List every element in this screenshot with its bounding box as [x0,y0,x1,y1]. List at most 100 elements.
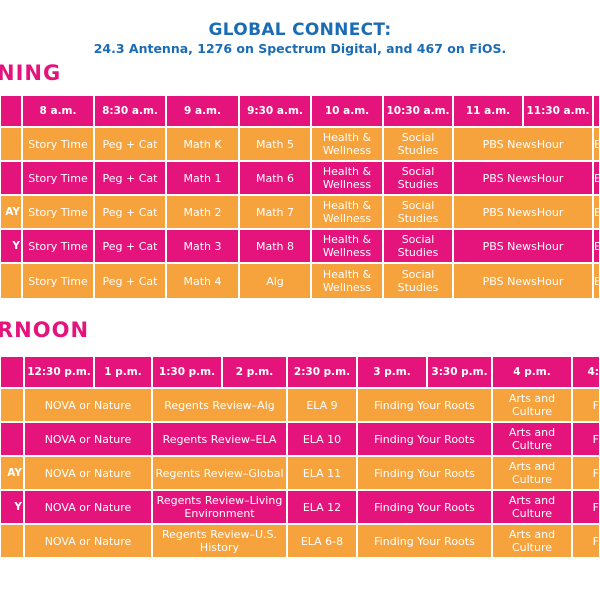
program-cell: Story Time [22,161,94,195]
program-cell: Health & Wellness [311,263,383,299]
day-label [0,127,22,161]
program-cell: Health & Wellness [311,195,383,229]
program-cell: NOVA or Nature [24,524,152,558]
program-cell-partial: F [572,456,600,490]
day-label [0,388,24,422]
program-cell-partial: F [572,524,600,558]
program-cell-partial: F [572,490,600,524]
page-title: GLOBAL CONNECT: [208,20,392,40]
program-cell-partial: E [593,161,600,195]
program-cell: Math 6 [239,161,311,195]
program-cell-partial: E [593,229,600,263]
program-cell: Social Studies [383,195,453,229]
program-cell: Finding Your Roots [357,456,492,490]
program-cell: Arts and Culture [492,490,572,524]
program-cell: ELA 6-8 [287,524,357,558]
program-cell: ELA 9 [287,388,357,422]
program-cell-partial: F [572,422,600,456]
morning-section-label: NING [0,61,62,85]
program-cell: Finding Your Roots [357,524,492,558]
time-header: 12:30 p.m. [24,356,94,388]
program-cell-partial: E [593,263,600,299]
program-cell: ELA 11 [287,456,357,490]
afternoon-header-row: 12:30 p.m. 1 p.m. 1:30 p.m. 2 p.m. 2:30 … [0,356,600,388]
program-cell: PBS NewsHour [453,229,593,263]
table-row: Story Time Peg + Cat Math 4 Alg Health &… [0,263,600,299]
time-header: 3 p.m. [357,356,427,388]
program-cell: PBS NewsHour [453,161,593,195]
program-cell: Math 7 [239,195,311,229]
program-cell: Alg [239,263,311,299]
table-row: AY Story Time Peg + Cat Math 2 Math 7 He… [0,195,600,229]
time-header: 3:30 p.m. [427,356,492,388]
program-cell-partial: E [593,195,600,229]
program-cell: Health & Wellness [311,127,383,161]
day-column-header [0,356,24,388]
time-header: 10:30 a.m. [383,95,453,127]
program-cell: Peg + Cat [94,229,166,263]
program-cell: Social Studies [383,229,453,263]
program-cell: Story Time [22,263,94,299]
program-cell: Regents Review–U.S. History [152,524,287,558]
program-cell: Regents Review–ELA [152,422,287,456]
time-header: 2 p.m. [222,356,287,388]
day-label: AY [0,456,24,490]
table-row: NOVA or Nature Regents Review–U.S. Histo… [0,524,600,558]
time-header: 1:30 p.m. [152,356,222,388]
program-cell: NOVA or Nature [24,490,152,524]
page-subtitle: 24.3 Antenna, 1276 on Spectrum Digital, … [93,41,507,56]
time-header-partial [593,95,600,127]
program-cell: Health & Wellness [311,229,383,263]
table-row: NOVA or Nature Regents Review–ELA ELA 10… [0,422,600,456]
program-cell-partial: F [572,388,600,422]
program-cell: Math 2 [166,195,239,229]
time-header: 4 p.m. [492,356,572,388]
table-row: Story Time Peg + Cat Math 1 Math 6 Healt… [0,161,600,195]
program-cell: Finding Your Roots [357,422,492,456]
day-label: Y [0,490,24,524]
program-cell: Peg + Cat [94,263,166,299]
program-cell: Math 4 [166,263,239,299]
table-row: Y Story Time Peg + Cat Math 3 Math 8 Hea… [0,229,600,263]
program-cell: Regents Review–Alg [152,388,287,422]
program-cell-partial: E [593,127,600,161]
program-cell: Regents Review–Global [152,456,287,490]
day-label [0,161,22,195]
program-cell: Story Time [22,127,94,161]
time-header: 8:30 a.m. [94,95,166,127]
program-cell: Social Studies [383,161,453,195]
time-header: 9:30 a.m. [239,95,311,127]
program-cell: Social Studies [383,127,453,161]
program-cell: Arts and Culture [492,422,572,456]
program-cell: PBS NewsHour [453,263,593,299]
program-cell: Regents Review–Living Environment [152,490,287,524]
program-cell: ELA 10 [287,422,357,456]
program-cell: NOVA or Nature [24,422,152,456]
program-cell: Health & Wellness [311,161,383,195]
program-cell: PBS NewsHour [453,195,593,229]
program-cell: Story Time [22,229,94,263]
time-header-partial: 4: [572,356,600,388]
time-header: 11 a.m. [453,95,523,127]
program-cell: Math 5 [239,127,311,161]
program-cell: Arts and Culture [492,456,572,490]
program-cell: PBS NewsHour [453,127,593,161]
program-cell: NOVA or Nature [24,456,152,490]
program-cell: ELA 12 [287,490,357,524]
time-header: 10 a.m. [311,95,383,127]
program-cell: Social Studies [383,263,453,299]
time-header: 11:30 a.m. [523,95,593,127]
program-cell: Math 1 [166,161,239,195]
program-cell: Arts and Culture [492,388,572,422]
time-header: 9 a.m. [166,95,239,127]
program-cell: Peg + Cat [94,161,166,195]
time-header: 8 a.m. [22,95,94,127]
table-row: AY NOVA or Nature Regents Review–Global … [0,456,600,490]
program-cell: Math K [166,127,239,161]
program-cell: Finding Your Roots [357,490,492,524]
day-column-header [0,95,22,127]
table-row: NOVA or Nature Regents Review–Alg ELA 9 … [0,388,600,422]
table-row: Y NOVA or Nature Regents Review–Living E… [0,490,600,524]
program-cell: Arts and Culture [492,524,572,558]
day-label [0,263,22,299]
